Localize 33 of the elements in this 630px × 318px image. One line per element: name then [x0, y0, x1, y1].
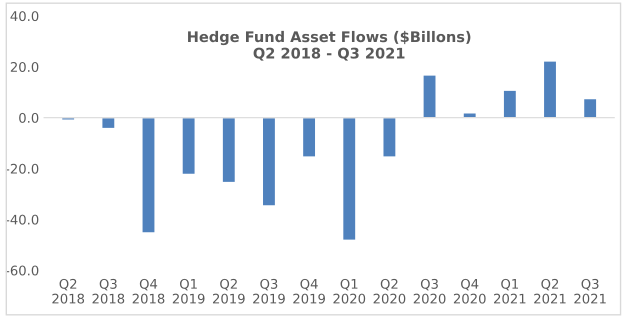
x-tick-label: Q4 2020 — [454, 278, 486, 304]
x-tick-label: Q4 2019 — [293, 278, 325, 304]
x-tick-label: Q3 2021 — [574, 278, 606, 304]
x-tick-label: Q4 2018 — [132, 278, 164, 304]
bar — [221, 116, 236, 184]
bar — [342, 116, 357, 241]
y-tick-label: 0.0 — [19, 112, 38, 123]
x-tick-label: Q2 2019 — [212, 278, 245, 304]
y-tick-label: -20.0 — [6, 164, 38, 174]
x-tick-label: Q2 2020 — [374, 278, 406, 304]
x-tick-label: Q3 2019 — [253, 278, 285, 304]
x-tick-label: Q3 2018 — [92, 278, 124, 304]
bar — [582, 98, 598, 118]
bar — [181, 116, 196, 176]
x-tick-label: Q2 2021 — [534, 278, 566, 304]
y-tick-label: 40.0 — [10, 11, 38, 22]
y-tick-label: -40.0 — [6, 214, 38, 225]
x-tick-label: Q2 2018 — [52, 278, 84, 304]
bar — [141, 116, 156, 234]
bar — [302, 116, 316, 158]
x-tick-label: Q1 2020 — [333, 278, 366, 304]
x-tick-label: Q1 2019 — [172, 278, 205, 304]
bar — [101, 116, 116, 130]
x-tick-label: Q1 2021 — [494, 278, 526, 304]
bar — [422, 74, 437, 118]
y-tick-label: 20.0 — [10, 62, 38, 72]
x-tick-label: Q3 2020 — [414, 278, 446, 304]
bar — [542, 60, 558, 118]
bar — [502, 89, 518, 118]
y-tick-label: -60.0 — [6, 266, 38, 276]
bar — [262, 116, 276, 207]
text: Hedge Fund Asset Flows ($Billons) Q2 2018 - Q3 2021 — [188, 30, 470, 61]
bar — [382, 116, 397, 158]
